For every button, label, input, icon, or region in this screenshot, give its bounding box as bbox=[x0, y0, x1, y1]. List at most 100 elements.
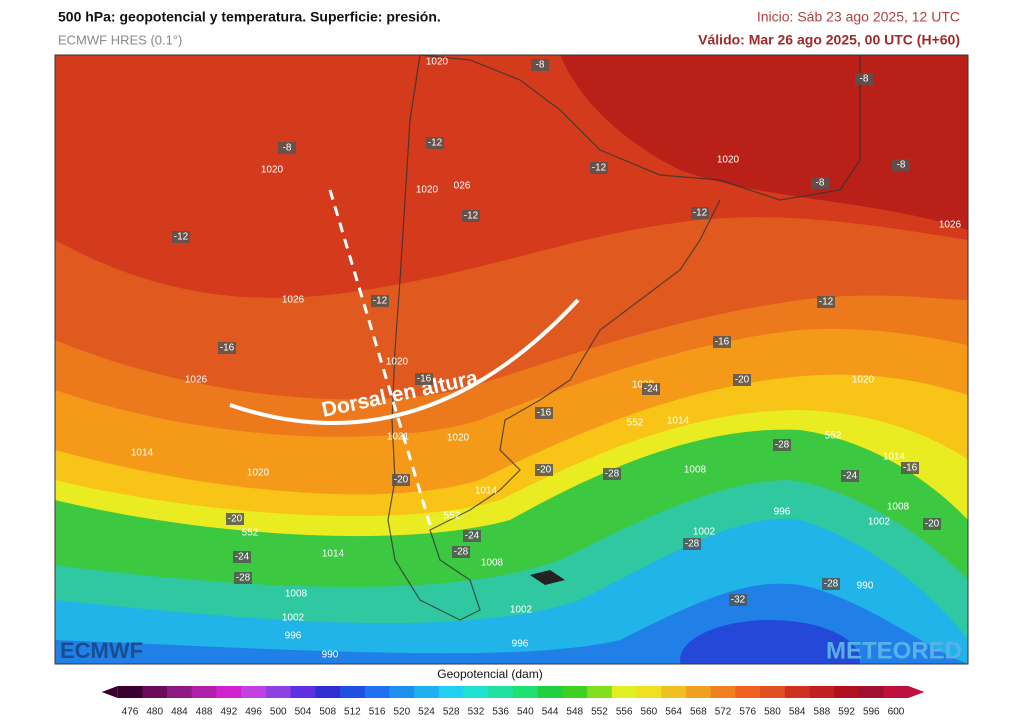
model: ECMWF HRES (0.1°) bbox=[58, 32, 182, 47]
temp-label-box bbox=[535, 464, 553, 476]
temp-label-box bbox=[172, 231, 190, 243]
isobar-label: 1014 bbox=[131, 448, 154, 459]
temp-label-box bbox=[811, 177, 829, 189]
isobar-label: 990 bbox=[857, 581, 874, 592]
title: 500 hPa: geopotencial y temperatura. Sup… bbox=[58, 9, 441, 25]
colorbar-tick-label: 508 bbox=[319, 707, 336, 718]
colorbar-cell bbox=[315, 686, 341, 698]
colorbar-cell bbox=[611, 686, 638, 698]
colorbar-cell bbox=[760, 686, 786, 698]
isobar-label: 1002 bbox=[282, 613, 305, 624]
temp-label-box bbox=[892, 159, 910, 171]
colorbar-tick-label: 592 bbox=[838, 707, 855, 718]
isobar-label: 1026 bbox=[939, 220, 962, 231]
colorbar-arrow bbox=[101, 686, 118, 698]
temp-label: -28 bbox=[454, 547, 469, 558]
colorbar-tick-label: 480 bbox=[146, 707, 163, 718]
colorbar-tick-label: 504 bbox=[295, 707, 312, 718]
temp-label-box bbox=[713, 336, 731, 348]
temp-label-box bbox=[371, 295, 389, 307]
temp-label-box bbox=[463, 530, 481, 542]
temp-label-box bbox=[226, 513, 244, 525]
colorbar-cell bbox=[340, 686, 366, 698]
colorbar-label: Geopotencial (dam) bbox=[437, 667, 542, 681]
isobar-label: 1020 bbox=[247, 468, 270, 479]
temp-label: -28 bbox=[685, 539, 700, 550]
temp-label-box bbox=[733, 374, 751, 386]
temp-label: -12 bbox=[819, 297, 834, 308]
colorbar-cell bbox=[858, 686, 885, 698]
map-border bbox=[54, 54, 969, 665]
isobar-label: 996 bbox=[285, 631, 302, 642]
isobar-label: 1008 bbox=[887, 502, 910, 513]
colorbar-cell bbox=[562, 686, 588, 698]
temp-label: -20 bbox=[394, 475, 409, 486]
colorbar-tick-label: 548 bbox=[566, 707, 583, 718]
temp-label-box bbox=[822, 578, 840, 590]
isobar-label: 1020 bbox=[416, 185, 439, 196]
temp-label-box bbox=[603, 468, 621, 480]
colorbar-tick-label: 524 bbox=[418, 707, 435, 718]
temp-label-box bbox=[901, 462, 919, 474]
colorbar-tick-label: 572 bbox=[715, 707, 732, 718]
temp-label-box bbox=[841, 470, 859, 482]
colorbar-tick-label: 600 bbox=[888, 707, 905, 718]
isobar-label: 1014 bbox=[475, 486, 498, 497]
temp-label: -16 bbox=[417, 374, 432, 385]
colorbar-tick-label: 500 bbox=[270, 707, 287, 718]
isobar-label: 1020 bbox=[447, 433, 470, 444]
isobar-label: 1008 bbox=[481, 558, 504, 569]
temp-label: -16 bbox=[903, 463, 918, 474]
isobar-label: 1014 bbox=[667, 416, 690, 427]
isobar-label: 1026 bbox=[185, 375, 208, 386]
colorbar-cell bbox=[216, 686, 242, 698]
isobar-label: 1014 bbox=[883, 452, 906, 463]
isobar-label: 996 bbox=[512, 639, 529, 650]
colorbar-tick-label: 588 bbox=[814, 707, 831, 718]
colorbar-cell bbox=[784, 686, 811, 698]
colorbar-tick-label: 512 bbox=[344, 707, 361, 718]
temp-label-box bbox=[691, 207, 709, 219]
colorbar-tick-label: 596 bbox=[863, 707, 880, 718]
colorbar-cell bbox=[290, 686, 316, 698]
colorbar-tick-label: 580 bbox=[764, 707, 781, 718]
temp-label-box bbox=[535, 407, 553, 419]
isobar-label: 1002 bbox=[510, 605, 533, 616]
contour-label: 552 bbox=[242, 528, 259, 539]
temp-label: -20 bbox=[228, 514, 243, 525]
temp-label: -8 bbox=[283, 143, 292, 154]
isobar-label: 1008 bbox=[684, 465, 707, 476]
isobar-label: 1008 bbox=[285, 589, 308, 600]
colorbar-cell bbox=[834, 686, 860, 698]
isobar-label: 1020 bbox=[386, 357, 409, 368]
temp-label-box bbox=[415, 373, 433, 385]
colorbar-tick-label: 560 bbox=[641, 707, 658, 718]
temp-label: -12 bbox=[693, 208, 708, 219]
colorbar-cell bbox=[735, 686, 761, 698]
colorbar-cell bbox=[265, 686, 292, 698]
temp-label: -16 bbox=[220, 343, 235, 354]
temp-label: -20 bbox=[735, 375, 750, 386]
temp-label: -24 bbox=[843, 471, 858, 482]
temp-label: -16 bbox=[537, 408, 552, 419]
colorbar-cell bbox=[438, 686, 465, 698]
colorbar-tick-label: 516 bbox=[369, 707, 386, 718]
colorbar-cell bbox=[661, 686, 687, 698]
colorbar-cell bbox=[167, 686, 193, 698]
logo-ecmwf: ECMWF bbox=[60, 638, 143, 663]
colorbar-tick-label: 528 bbox=[443, 707, 460, 718]
temp-label-box bbox=[218, 342, 236, 354]
colorbar-cell bbox=[414, 686, 440, 698]
isobar-label: 1020 bbox=[852, 375, 875, 386]
temp-label: -28 bbox=[824, 579, 839, 590]
temp-label: -28 bbox=[775, 440, 790, 451]
colorbar-tick-label: 576 bbox=[739, 707, 756, 718]
temp-label-box bbox=[642, 383, 660, 395]
temp-label: -12 bbox=[174, 232, 189, 243]
isobar-label: 1020 bbox=[717, 155, 740, 166]
colorbar-cell bbox=[710, 686, 736, 698]
temp-label-box bbox=[426, 137, 444, 149]
colorbar-tick-label: 492 bbox=[220, 707, 237, 718]
temp-label: -12 bbox=[428, 138, 443, 149]
